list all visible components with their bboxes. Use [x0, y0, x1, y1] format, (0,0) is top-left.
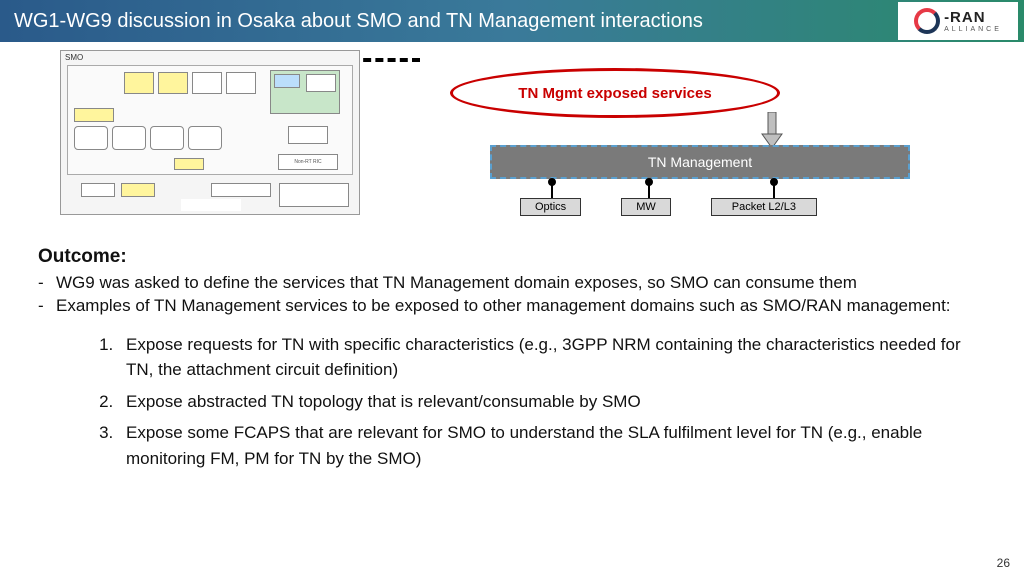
list-item: Expose requests for TN with specific cha…: [118, 332, 986, 383]
logo-main: -RAN: [944, 9, 986, 26]
smo-box: [174, 158, 204, 170]
page-number: 26: [997, 556, 1010, 570]
smo-label: SMO: [65, 53, 83, 62]
sub-box-packet: Packet L2/L3: [711, 198, 817, 216]
content-area: Outcome: - WG9 was asked to define the s…: [0, 232, 1024, 471]
tn-management-label: TN Management: [648, 154, 752, 170]
logo-text: -RAN ALLIANCE: [944, 9, 1002, 33]
bullet-row: - Examples of TN Management services to …: [38, 295, 986, 318]
sub-box-mw: MW: [621, 198, 671, 216]
smo-box: [74, 126, 108, 150]
oran-logo: -RAN ALLIANCE: [898, 2, 1018, 40]
diagram-row: SMO Non-RT RIC TN Mgmt exposed services: [0, 42, 1024, 232]
smo-box: [274, 74, 300, 88]
sub-box-optics: Optics: [520, 198, 581, 216]
smo-box: [121, 183, 155, 197]
outcome-heading: Outcome:: [38, 244, 986, 270]
smo-box: [211, 183, 271, 197]
smo-box: [158, 72, 188, 94]
smo-box: Non-RT RIC: [278, 154, 338, 170]
numbered-list: Expose requests for TN with specific cha…: [98, 332, 986, 472]
logo-sub: ALLIANCE: [944, 26, 1002, 33]
tn-sub-boxes: Optics MW Packet L2/L3: [520, 198, 817, 216]
smo-box: [192, 72, 222, 94]
smo-box: [124, 72, 154, 94]
list-item: Expose abstracted TN topology that is re…: [118, 389, 986, 415]
bullet-text: Examples of TN Management services to be…: [56, 295, 986, 318]
smo-box: [279, 183, 349, 207]
smo-box: [74, 108, 114, 122]
smo-box: [288, 126, 328, 144]
callout-text: TN Mgmt exposed services: [518, 85, 711, 102]
tn-management-box: TN Management: [490, 145, 910, 179]
logo-circle-icon: [914, 8, 940, 34]
smo-inner: Non-RT RIC: [67, 65, 353, 175]
slide-title: WG1-WG9 discussion in Osaka about SMO an…: [14, 10, 703, 33]
list-item: Expose some FCAPS that are relevant for …: [118, 420, 986, 471]
smo-box: [188, 126, 222, 150]
bullet-dash: -: [38, 295, 56, 318]
bullet-text: WG9 was asked to define the services tha…: [56, 272, 986, 295]
smo-box: [150, 126, 184, 150]
smo-architecture-thumbnail: SMO Non-RT RIC: [60, 50, 360, 215]
bullet-dash: -: [38, 272, 56, 295]
tn-diagram-area: TN Mgmt exposed services TN Management O…: [400, 50, 1004, 232]
smo-box: [181, 199, 241, 211]
smo-box: [112, 126, 146, 150]
smo-box: [81, 183, 115, 197]
slide-title-bar: WG1-WG9 discussion in Osaka about SMO an…: [0, 0, 1024, 42]
smo-box: [226, 72, 256, 94]
callout-ellipse: TN Mgmt exposed services: [450, 68, 780, 118]
smo-box: [306, 74, 336, 92]
bullet-row: - WG9 was asked to define the services t…: [38, 272, 986, 295]
